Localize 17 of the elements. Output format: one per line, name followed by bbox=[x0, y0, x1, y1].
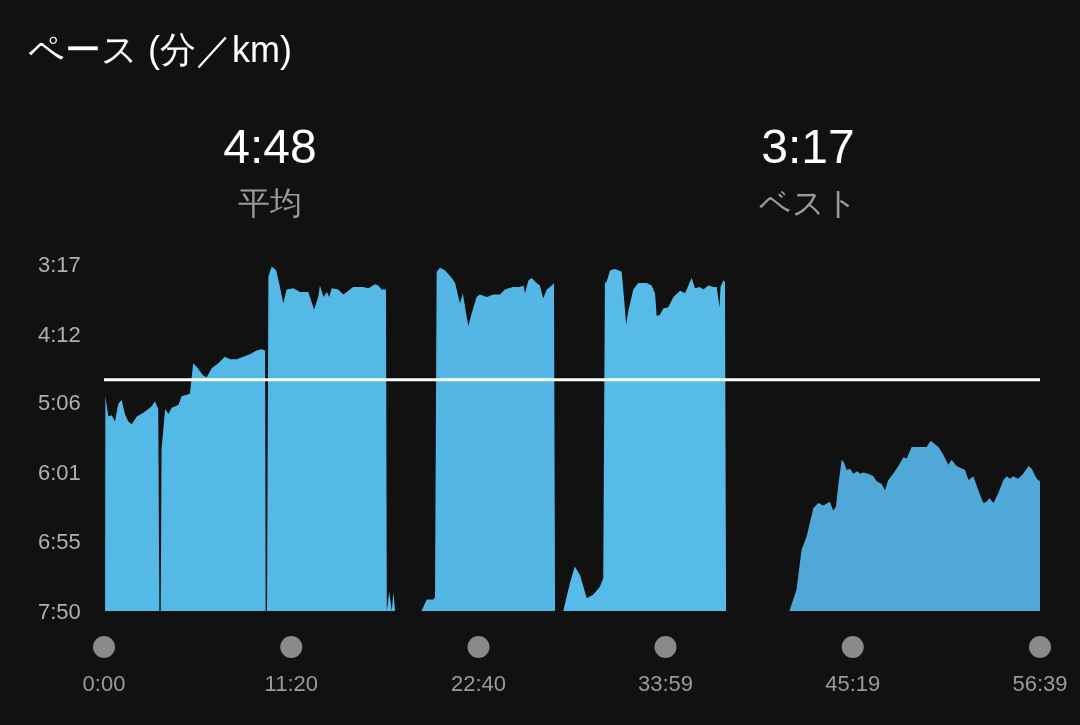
x-tick-label: 56:39 bbox=[1012, 671, 1068, 696]
y-tick-label: 3:17 bbox=[38, 251, 81, 277]
x-tick-label: 45:19 bbox=[825, 671, 881, 696]
text: 3:17 bbox=[761, 120, 855, 173]
y-tick-label: 4:12 bbox=[38, 321, 81, 347]
y-tick-label: 6:01 bbox=[38, 460, 81, 486]
y-tick-label: 6:55 bbox=[38, 528, 81, 554]
text: 平均 bbox=[238, 185, 302, 221]
x-tick-label: 33:59 bbox=[637, 671, 694, 696]
x-tick-label: 11:20 bbox=[264, 671, 318, 696]
x-tick-label: 22:40 bbox=[450, 671, 507, 696]
chart-title: ペース (分／km) bbox=[28, 29, 292, 70]
text: ベスト bbox=[758, 185, 858, 221]
y-tick-label: 5:06 bbox=[38, 390, 81, 416]
x-tick-label: 0:00 bbox=[82, 671, 126, 696]
text: 4:48 bbox=[223, 120, 317, 173]
y-tick-label: 7:50 bbox=[38, 598, 81, 624]
